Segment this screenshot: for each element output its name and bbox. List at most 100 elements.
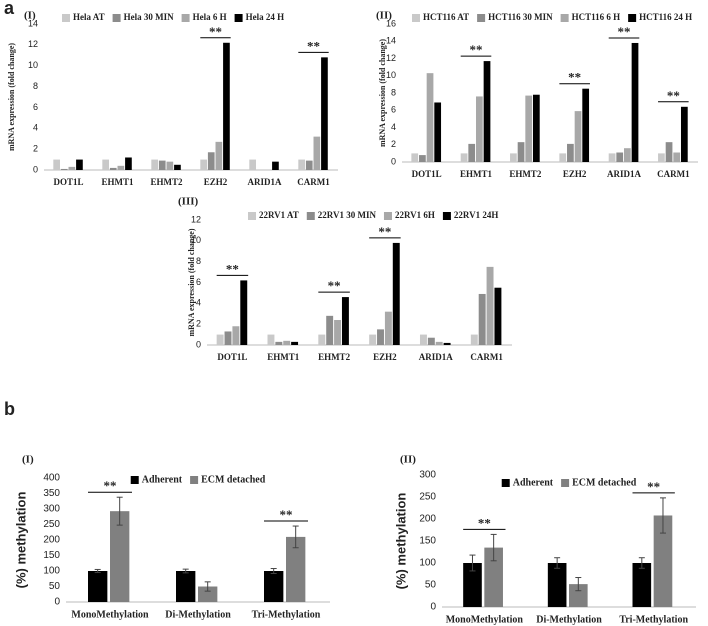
bar <box>427 337 435 345</box>
legend-swatch <box>477 14 486 22</box>
x-tick-label: CARM1 <box>657 169 690 179</box>
y-tick-label: 16 <box>386 18 396 28</box>
bar <box>624 148 631 162</box>
significance-label: ** <box>280 507 293 522</box>
bar <box>264 571 284 602</box>
bar <box>419 334 427 345</box>
error-bar <box>575 577 582 592</box>
legend-swatch <box>190 476 199 484</box>
legend-label: Adherent <box>142 474 183 485</box>
bar <box>223 42 230 171</box>
x-tick-label: EZH2 <box>373 352 397 362</box>
bar <box>298 159 305 170</box>
section-label: a <box>4 0 15 18</box>
legend-label: 22RV1 24H <box>454 210 498 220</box>
bar <box>478 293 486 345</box>
y-tick-label: 6 <box>391 105 396 115</box>
x-tick-label: EHMT1 <box>101 177 134 187</box>
y-axis-label: (%) methylation <box>393 493 408 590</box>
bar <box>468 143 476 162</box>
x-tick-label: CARM1 <box>297 177 330 187</box>
bar <box>341 297 349 345</box>
bar <box>313 136 321 170</box>
legend-label: HCT116 6 H <box>572 12 621 22</box>
bar <box>110 511 130 602</box>
panel-label: (II) <box>376 10 392 22</box>
bar <box>532 94 540 162</box>
legend-label: ECM detached <box>201 474 266 485</box>
y-tick-label: 4 <box>33 123 38 133</box>
bar <box>369 334 377 345</box>
y-tick-label: 50 <box>49 581 61 592</box>
bar <box>102 159 109 170</box>
y-tick-label: 0 <box>430 602 436 613</box>
bar <box>291 341 299 345</box>
legend-swatch <box>234 14 243 22</box>
bar <box>470 334 478 345</box>
y-tick-label: 300 <box>419 470 436 481</box>
x-tick-label: EZH2 <box>563 169 587 179</box>
legend-swatch <box>561 479 570 487</box>
legend-swatch <box>306 212 315 220</box>
bar <box>53 159 60 170</box>
error-bar <box>182 568 189 574</box>
legend-label: HCT116 30 MIN <box>488 12 553 22</box>
bar <box>151 159 158 170</box>
bar <box>76 159 83 170</box>
legend-swatch <box>112 14 121 22</box>
legend-swatch <box>130 476 139 484</box>
y-tick-label: 150 <box>419 536 436 547</box>
y-tick-label: 200 <box>419 514 436 525</box>
bar <box>283 340 291 345</box>
bar <box>216 334 224 345</box>
bar <box>443 342 451 345</box>
y-tick-label: 0 <box>54 597 60 608</box>
legend-swatch <box>560 14 569 22</box>
bar <box>484 547 503 607</box>
y-tick-label: 8 <box>391 87 396 97</box>
legend-label: 22RV1 AT <box>259 210 299 220</box>
significance-label: ** <box>667 88 680 103</box>
bar <box>434 102 442 162</box>
legend-swatch <box>62 14 70 22</box>
bar <box>198 586 218 602</box>
bar <box>419 155 426 162</box>
legend-swatch <box>501 479 510 487</box>
bar <box>463 563 482 607</box>
x-tick-label: EHMT1 <box>267 352 300 362</box>
y-tick-label: 2 <box>391 139 396 149</box>
legend-swatch <box>412 14 420 22</box>
bar <box>547 563 567 607</box>
y-tick-label: 14 <box>386 36 396 46</box>
bar <box>249 159 256 170</box>
bar <box>158 160 166 170</box>
bar <box>486 266 494 345</box>
y-axis-label: mRNA expression (fold change) <box>378 39 387 147</box>
y-tick-label: 12 <box>28 39 38 49</box>
x-tick-label: EHMT2 <box>509 169 542 179</box>
bar <box>215 141 223 170</box>
bar <box>326 315 334 345</box>
y-tick-label: 10 <box>28 60 38 70</box>
bar <box>494 287 502 345</box>
panel-label: (I) <box>24 10 36 22</box>
bar <box>483 61 491 162</box>
y-tick-label: 0 <box>391 156 396 166</box>
bar <box>286 536 306 602</box>
y-axis-label: mRNA expression (fold change) <box>187 228 196 336</box>
x-tick-label: Di-Methylation <box>536 614 602 625</box>
significance-label: ** <box>378 224 391 239</box>
x-tick-label: EHMT2 <box>150 177 183 187</box>
legend-label: Hela 6 H <box>193 12 227 22</box>
x-tick-label: EHMT2 <box>318 352 351 362</box>
y-tick-label: 8 <box>196 256 201 266</box>
y-axis-label: (%) methylation <box>13 492 28 589</box>
bar <box>476 96 483 162</box>
legend-label: 22RV1 6H <box>395 210 435 220</box>
significance-label: ** <box>618 24 631 39</box>
x-tick-label: MonoMethylation <box>71 609 149 620</box>
y-tick-label: 250 <box>43 519 60 530</box>
bar <box>232 326 240 345</box>
y-tick-label: 6 <box>33 102 38 112</box>
